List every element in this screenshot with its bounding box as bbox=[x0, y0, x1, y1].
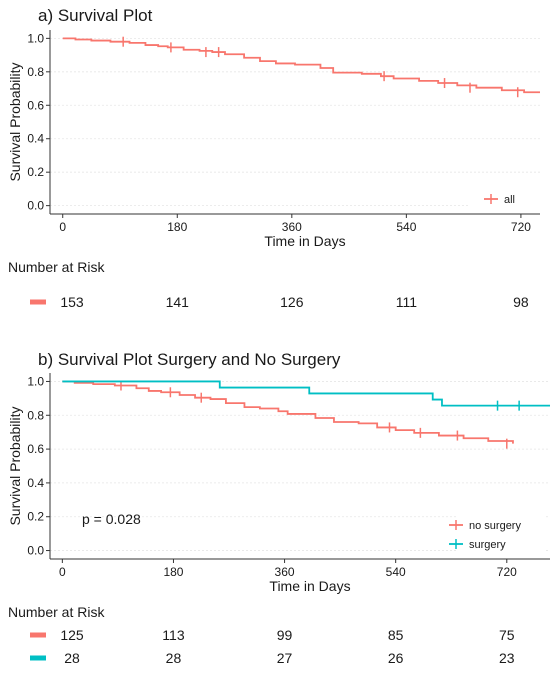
legend-label: all bbox=[504, 194, 515, 206]
x-tick-label: 180 bbox=[167, 220, 187, 234]
x-tick-label: 180 bbox=[163, 565, 183, 579]
y-tick-label: 0.8 bbox=[27, 408, 44, 422]
legend-label: surgery bbox=[469, 539, 506, 551]
x-tick-label: 540 bbox=[396, 220, 416, 234]
risk-count: 28 bbox=[166, 650, 182, 666]
x-tick-label: 360 bbox=[282, 220, 302, 234]
y-tick-label: 0.2 bbox=[27, 510, 44, 524]
y-tick-label: 0.6 bbox=[27, 98, 44, 112]
y-tick-label: 0.6 bbox=[27, 442, 44, 456]
risk-count: 125 bbox=[60, 627, 84, 643]
chart-1: 0.0 0.2 0.4 0.6 0.8 1.0 0 180 360 540 720 Time in D… bbox=[7, 373, 550, 666]
y-tick-label: 0.0 bbox=[27, 199, 44, 213]
x-axis-title: Time in Days bbox=[269, 578, 350, 594]
risk-count: 99 bbox=[277, 627, 293, 643]
legend-box bbox=[458, 514, 546, 558]
x-tick-label: 0 bbox=[59, 220, 66, 234]
x-tick-label: 540 bbox=[386, 565, 406, 579]
risk-count: 126 bbox=[280, 294, 304, 310]
risk-count: 113 bbox=[162, 627, 185, 643]
risk-count: 75 bbox=[499, 627, 515, 643]
y-tick-label: 0.8 bbox=[27, 65, 44, 79]
x-tick-label: 720 bbox=[497, 565, 517, 579]
chart-0: 0.0 0.2 0.4 0.6 0.8 1.0 0 180 360 540 720 Time in D… bbox=[7, 30, 540, 310]
y-tick-label: 0.2 bbox=[27, 165, 44, 179]
legend-box bbox=[468, 190, 540, 210]
legend: all bbox=[468, 190, 540, 210]
risk-count: 27 bbox=[277, 650, 293, 666]
series-line-no-surgery bbox=[62, 380, 514, 444]
risk-count: 98 bbox=[513, 294, 529, 310]
legend-label: no surgery bbox=[469, 520, 521, 532]
risk-count: 28 bbox=[64, 650, 80, 666]
risk-count: 26 bbox=[388, 650, 404, 666]
risk-count: 141 bbox=[166, 294, 190, 310]
risk-table-b-heading: Number at Risk bbox=[8, 604, 105, 620]
y-axis-title: Survival Probability bbox=[7, 406, 23, 525]
p-value-annotation: p = 0.028 bbox=[82, 511, 141, 527]
x-tick-label: 720 bbox=[511, 220, 531, 234]
risk-table-a-heading: Number at Risk bbox=[8, 259, 105, 275]
series-line-all bbox=[62, 37, 540, 94]
x-axis-title: Time in Days bbox=[264, 233, 345, 249]
risk-count: 111 bbox=[396, 294, 417, 310]
risk-count: 23 bbox=[499, 650, 515, 666]
chart-b-title: b) Survival Plot Surgery and No Surgery bbox=[38, 350, 341, 369]
risk-count: 85 bbox=[388, 627, 404, 643]
chart-a-title: a) Survival Plot bbox=[38, 6, 153, 25]
y-tick-label: 0.4 bbox=[27, 476, 44, 490]
y-tick-label: 1.0 bbox=[27, 31, 44, 45]
y-tick-label: 1.0 bbox=[27, 374, 44, 388]
series-line-surgery bbox=[62, 380, 550, 407]
legend: no surgery surgery bbox=[449, 514, 546, 558]
y-axis-title: Survival Probability bbox=[7, 62, 23, 181]
risk-count: 153 bbox=[60, 294, 84, 310]
y-tick-label: 0.4 bbox=[27, 132, 44, 146]
x-tick-label: 360 bbox=[275, 565, 295, 579]
x-tick-label: 0 bbox=[59, 565, 66, 579]
y-tick-label: 0.0 bbox=[27, 544, 44, 558]
